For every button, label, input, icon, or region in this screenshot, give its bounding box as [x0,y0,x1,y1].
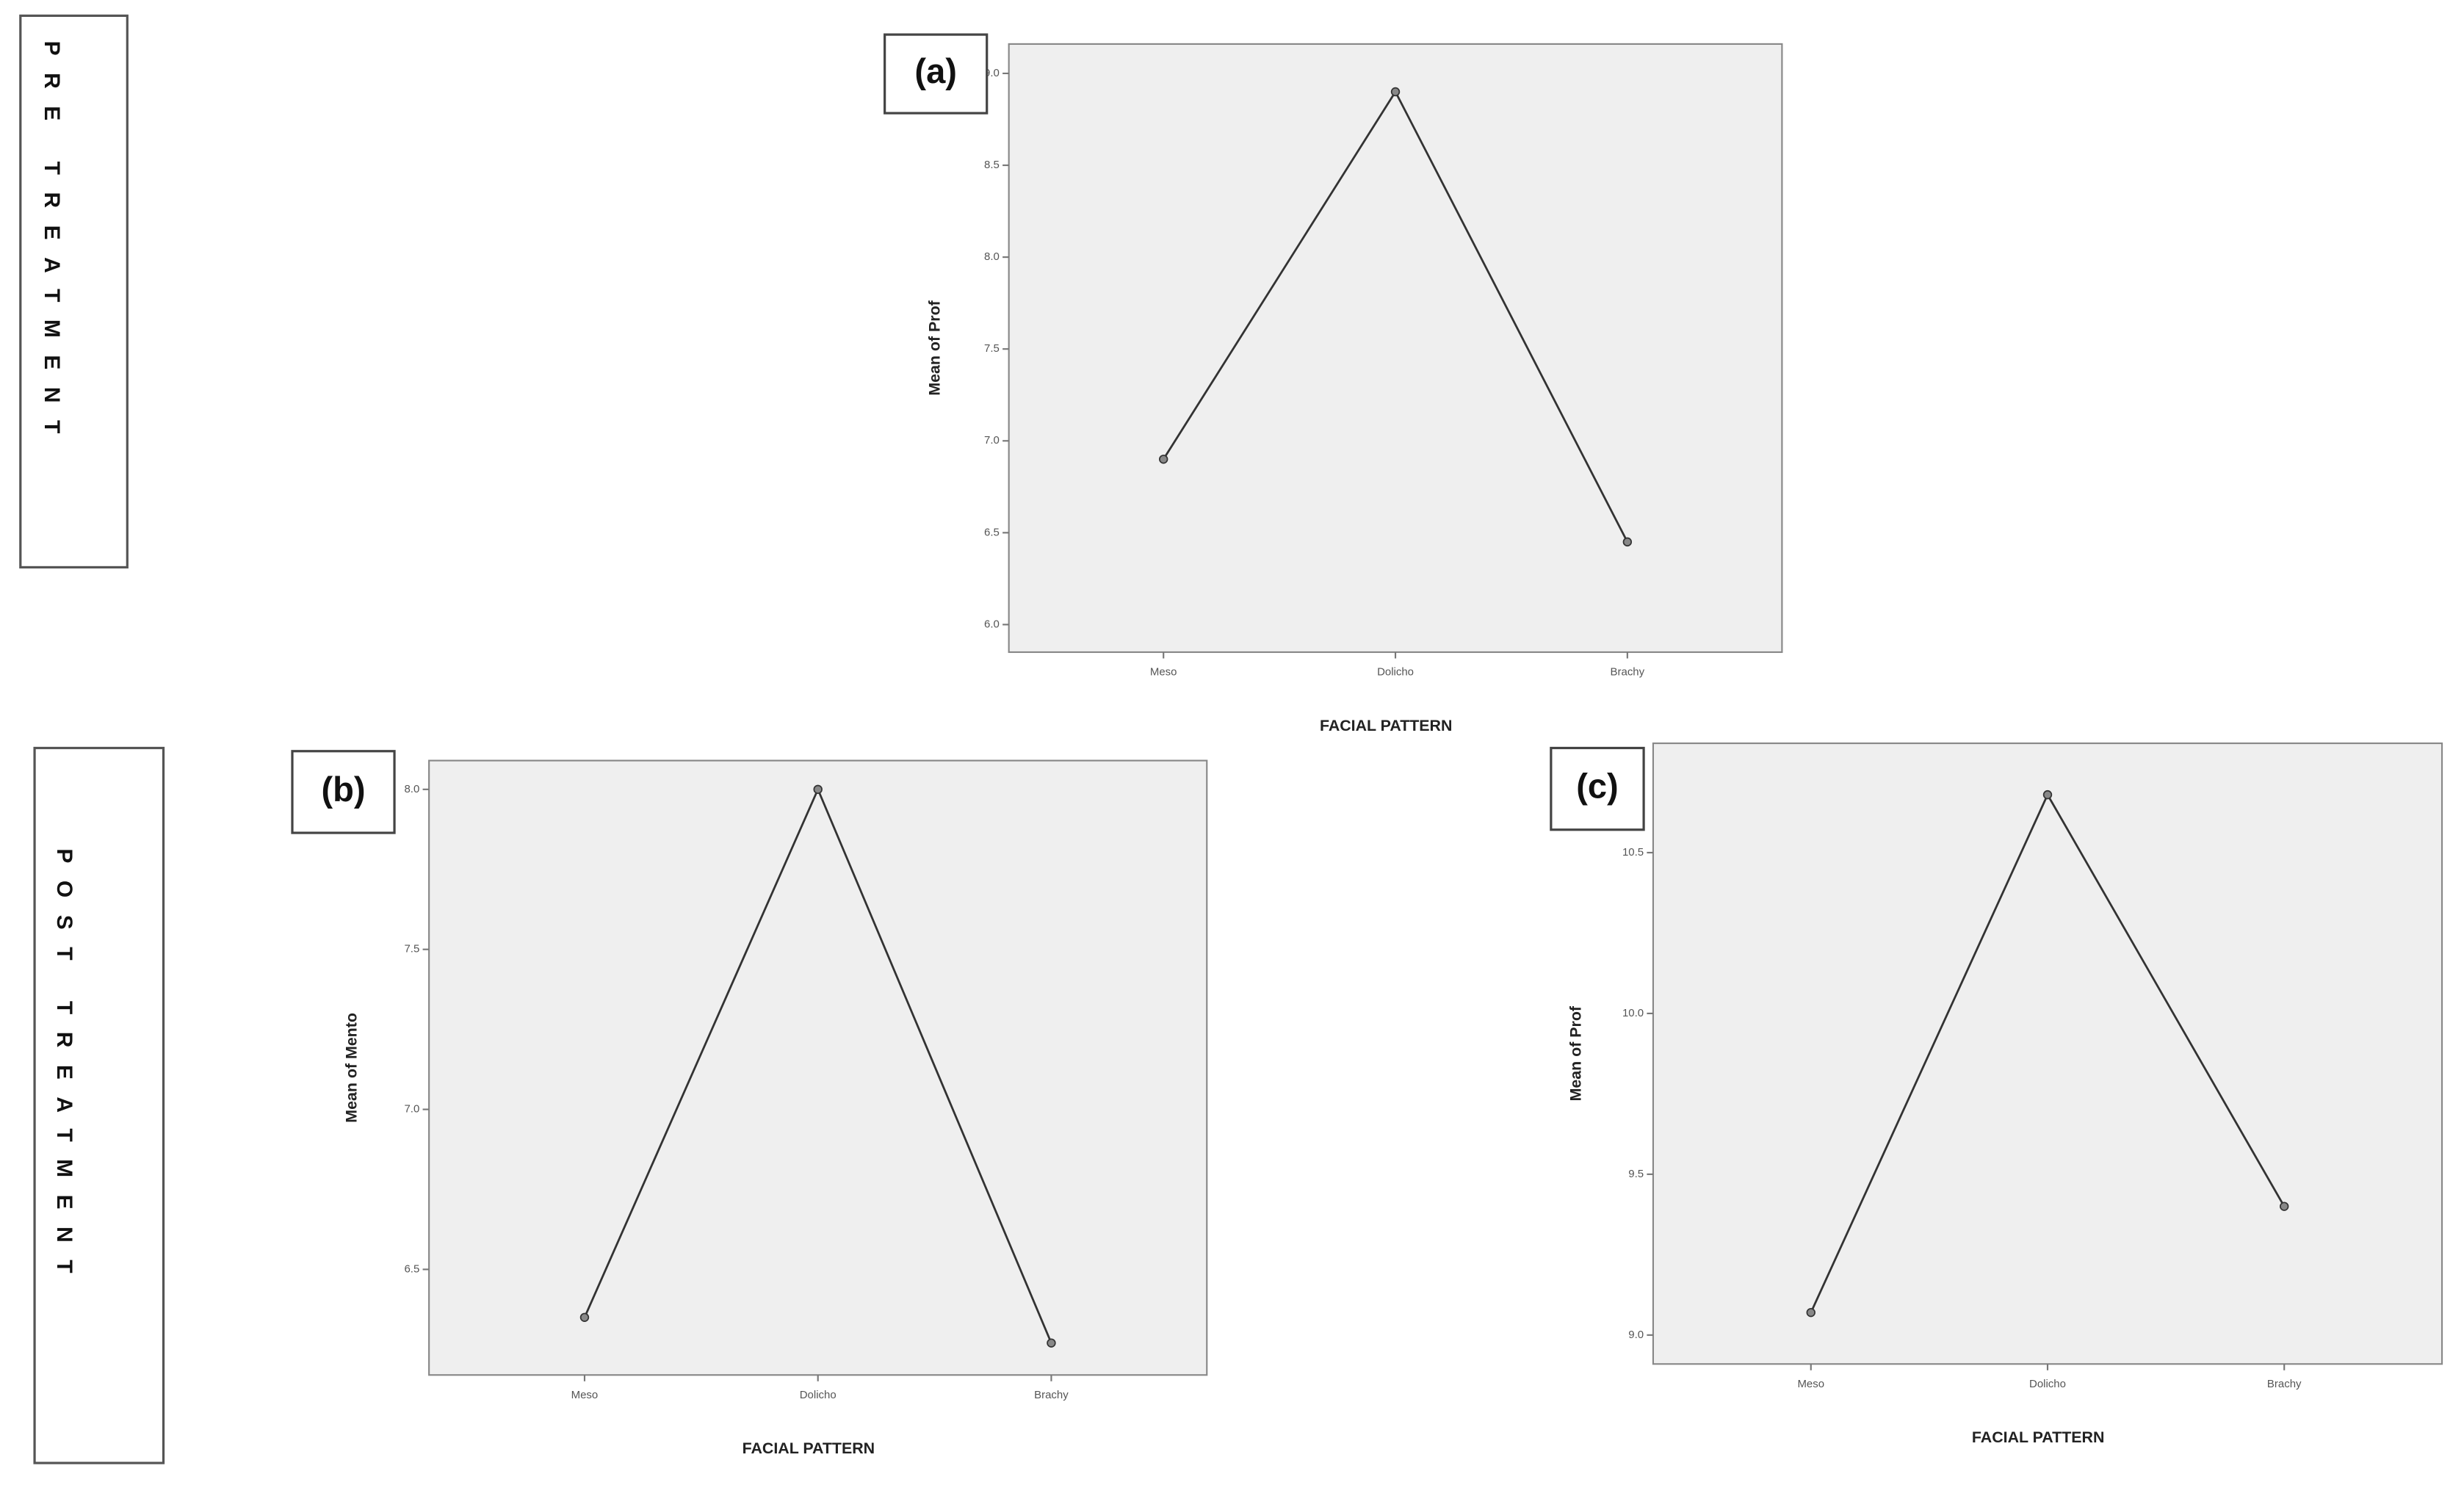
panel-label: (a) [914,51,957,90]
x-tick-label: Meso [571,1389,599,1401]
y-tick-label: 9.0 [1628,1329,1644,1341]
panel-label: (b) [321,770,365,809]
side-label: POST TREATMENT [52,848,76,1290]
panel-box [291,750,396,834]
side-label: PRE TREATMENT [40,41,64,451]
x-tick-label: Brachy [1611,666,1645,679]
y-axis-title: Mean of Prof [926,300,944,395]
y-tick-label: 10.0 [1622,1007,1644,1019]
data-point [1806,1307,1816,1318]
plot-area [1652,742,2443,1365]
y-tick-label: 6.5 [404,1262,419,1275]
x-tick-label: Brachy [2267,1378,2302,1390]
data-point [813,784,823,795]
y-tick-label: 7.0 [984,434,1000,447]
data-point [579,1312,590,1322]
y-tick-label: 8.0 [404,783,419,795]
y-tick-label: 8.0 [984,250,1000,263]
plot-area [1008,43,1783,654]
y-tick-label: 7.0 [404,1103,419,1116]
data-point [2042,790,2053,800]
panel-box [1550,746,1645,831]
data-point [1390,87,1401,97]
x-tick-label: Dolicho [800,1389,837,1401]
x-axis-title: FACIAL PATTERN [743,1439,875,1457]
data-point [1159,455,1168,464]
x-tick-label: Dolicho [2029,1378,2066,1390]
data-point [2280,1202,2289,1211]
x-axis-title: FACIAL PATTERN [1320,717,1453,734]
side-box [33,746,165,1464]
x-tick-label: Brachy [1034,1389,1069,1401]
y-tick-label: 6.0 [984,618,1000,630]
y-axis-title: Mean of Mento [343,1013,361,1123]
y-tick-label: 7.5 [984,342,1000,355]
data-point [1622,537,1633,547]
x-tick-label: Meso [1797,1378,1824,1390]
data-point [1047,1338,1056,1348]
x-tick-label: Dolicho [1377,666,1414,679]
plot-area [428,759,1208,1376]
y-tick-label: 7.5 [404,943,419,955]
side-box [19,14,129,569]
y-tick-label: 10.5 [1622,846,1644,859]
panel-label: (c) [1576,767,1619,806]
y-axis-title: Mean of Prof [1567,1005,1585,1101]
x-tick-label: Meso [1150,666,1177,679]
panel-box [884,33,989,115]
x-axis-title: FACIAL PATTERN [1972,1428,2105,1446]
y-tick-label: 9.5 [1628,1168,1644,1180]
y-tick-label: 6.5 [984,526,1000,538]
y-tick-label: 8.5 [984,159,1000,171]
